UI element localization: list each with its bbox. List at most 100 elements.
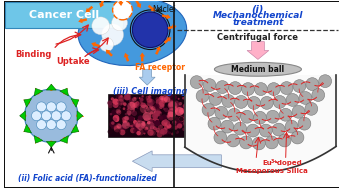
Circle shape (184, 111, 187, 114)
Circle shape (183, 104, 188, 109)
FancyArrow shape (140, 53, 145, 61)
Circle shape (147, 106, 156, 114)
Circle shape (254, 111, 266, 124)
Circle shape (109, 113, 112, 115)
Circle shape (279, 108, 292, 121)
Circle shape (130, 122, 135, 128)
Circle shape (130, 95, 134, 99)
Circle shape (227, 134, 240, 147)
Circle shape (209, 93, 222, 105)
Circle shape (191, 115, 195, 119)
Circle shape (119, 129, 123, 133)
Circle shape (266, 110, 279, 123)
Circle shape (161, 120, 164, 123)
Circle shape (122, 121, 130, 129)
Circle shape (126, 110, 131, 115)
Circle shape (144, 115, 150, 121)
FancyArrow shape (71, 124, 79, 133)
Circle shape (128, 113, 131, 116)
Circle shape (135, 101, 140, 106)
Circle shape (179, 116, 184, 122)
Circle shape (163, 108, 165, 110)
Circle shape (193, 130, 195, 131)
Circle shape (149, 106, 153, 109)
Circle shape (167, 96, 170, 98)
Circle shape (185, 98, 188, 100)
Circle shape (138, 101, 143, 106)
Circle shape (183, 115, 188, 120)
Circle shape (113, 115, 119, 121)
Circle shape (127, 120, 129, 123)
Circle shape (173, 105, 177, 109)
Circle shape (107, 101, 112, 105)
Circle shape (116, 109, 121, 114)
Circle shape (141, 119, 147, 125)
Circle shape (32, 111, 41, 121)
Circle shape (36, 137, 40, 141)
Circle shape (148, 95, 151, 98)
Circle shape (179, 117, 184, 122)
Circle shape (159, 98, 163, 101)
Circle shape (148, 118, 151, 120)
Text: Medium ball: Medium ball (232, 65, 284, 74)
Circle shape (184, 119, 190, 124)
Circle shape (118, 96, 124, 102)
Circle shape (112, 98, 119, 105)
Circle shape (168, 108, 177, 117)
Circle shape (179, 111, 181, 113)
Circle shape (114, 129, 121, 135)
Circle shape (128, 111, 133, 116)
Circle shape (186, 108, 191, 113)
Circle shape (154, 127, 157, 130)
Circle shape (120, 129, 123, 131)
Circle shape (124, 106, 127, 110)
Circle shape (109, 121, 116, 128)
Circle shape (157, 97, 163, 103)
Circle shape (173, 107, 178, 112)
Text: Cancer Cell: Cancer Cell (29, 10, 99, 20)
Circle shape (174, 109, 180, 115)
Circle shape (116, 123, 121, 128)
Circle shape (180, 110, 182, 112)
Circle shape (171, 98, 176, 103)
Circle shape (100, 38, 114, 51)
Circle shape (143, 132, 145, 134)
Circle shape (192, 125, 194, 127)
Circle shape (92, 17, 109, 35)
Circle shape (215, 106, 228, 119)
FancyArrow shape (46, 141, 56, 147)
Circle shape (132, 12, 168, 48)
Circle shape (164, 96, 170, 102)
Circle shape (142, 123, 146, 127)
Circle shape (140, 127, 143, 130)
Circle shape (196, 131, 200, 135)
Circle shape (229, 82, 242, 94)
Circle shape (123, 107, 125, 110)
Circle shape (149, 104, 155, 109)
Circle shape (305, 102, 318, 115)
Circle shape (312, 89, 325, 101)
Circle shape (291, 131, 304, 144)
Circle shape (208, 117, 221, 130)
Circle shape (102, 24, 123, 46)
FancyArrow shape (139, 69, 155, 85)
Circle shape (159, 101, 165, 107)
Circle shape (122, 117, 125, 120)
Circle shape (153, 118, 157, 121)
Circle shape (222, 94, 235, 107)
Circle shape (133, 125, 138, 131)
Circle shape (170, 100, 172, 102)
Circle shape (140, 105, 148, 113)
Circle shape (202, 103, 215, 116)
FancyArrow shape (132, 151, 221, 172)
Circle shape (63, 91, 66, 94)
Circle shape (127, 110, 132, 115)
FancyArrow shape (124, 53, 129, 62)
Text: 3+: 3+ (271, 159, 278, 164)
Circle shape (179, 102, 182, 105)
Circle shape (144, 118, 147, 121)
Circle shape (111, 97, 114, 101)
Circle shape (166, 121, 168, 123)
Circle shape (168, 109, 174, 115)
Circle shape (111, 126, 114, 129)
